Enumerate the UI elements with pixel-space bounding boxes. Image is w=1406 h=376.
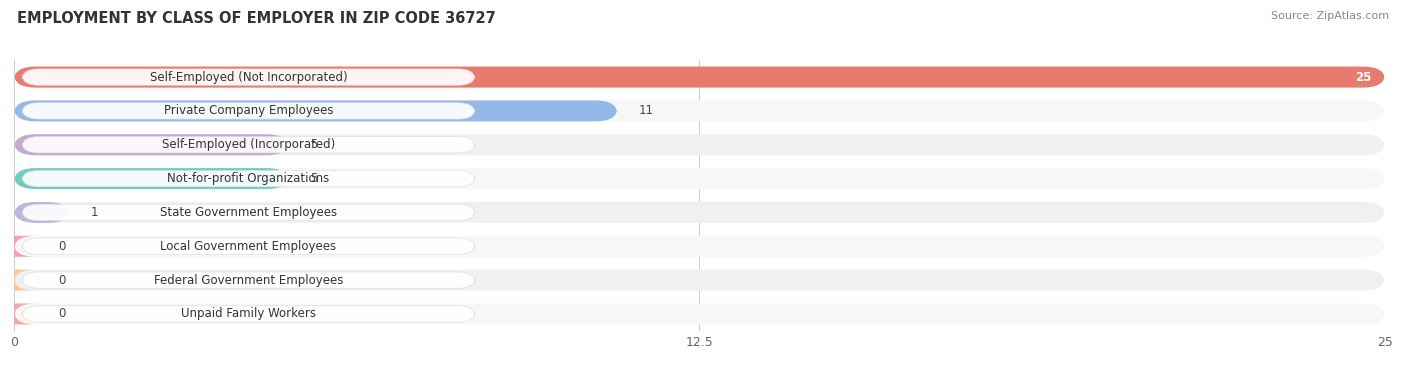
Text: 0: 0	[58, 240, 65, 253]
FancyBboxPatch shape	[22, 136, 475, 153]
FancyBboxPatch shape	[14, 168, 288, 189]
FancyBboxPatch shape	[22, 272, 475, 288]
FancyBboxPatch shape	[14, 100, 1385, 121]
Text: Self-Employed (Not Incorporated): Self-Employed (Not Incorporated)	[149, 71, 347, 83]
FancyBboxPatch shape	[14, 67, 1385, 88]
Text: 1: 1	[91, 206, 98, 219]
FancyBboxPatch shape	[14, 303, 1385, 324]
Text: Self-Employed (Incorporated): Self-Employed (Incorporated)	[162, 138, 335, 151]
FancyBboxPatch shape	[22, 103, 475, 119]
FancyBboxPatch shape	[22, 204, 475, 221]
FancyBboxPatch shape	[0, 270, 37, 291]
FancyBboxPatch shape	[0, 236, 37, 257]
FancyBboxPatch shape	[22, 238, 475, 255]
FancyBboxPatch shape	[14, 168, 1385, 189]
Text: Private Company Employees: Private Company Employees	[163, 105, 333, 117]
Text: 11: 11	[640, 105, 654, 117]
FancyBboxPatch shape	[22, 69, 475, 85]
Text: Unpaid Family Workers: Unpaid Family Workers	[181, 308, 316, 320]
Text: 5: 5	[311, 172, 318, 185]
FancyBboxPatch shape	[14, 134, 288, 155]
FancyBboxPatch shape	[22, 170, 475, 187]
Text: Local Government Employees: Local Government Employees	[160, 240, 336, 253]
FancyBboxPatch shape	[14, 100, 617, 121]
Text: 0: 0	[58, 308, 65, 320]
FancyBboxPatch shape	[22, 306, 475, 322]
FancyBboxPatch shape	[14, 134, 1385, 155]
Text: Federal Government Employees: Federal Government Employees	[153, 274, 343, 287]
Text: 5: 5	[311, 138, 318, 151]
FancyBboxPatch shape	[14, 202, 69, 223]
Text: Not-for-profit Organizations: Not-for-profit Organizations	[167, 172, 329, 185]
FancyBboxPatch shape	[14, 270, 1385, 291]
FancyBboxPatch shape	[14, 67, 1385, 88]
Text: 25: 25	[1355, 71, 1371, 83]
Text: Source: ZipAtlas.com: Source: ZipAtlas.com	[1271, 11, 1389, 21]
Text: State Government Employees: State Government Employees	[160, 206, 337, 219]
FancyBboxPatch shape	[14, 236, 1385, 257]
FancyBboxPatch shape	[14, 202, 1385, 223]
Text: EMPLOYMENT BY CLASS OF EMPLOYER IN ZIP CODE 36727: EMPLOYMENT BY CLASS OF EMPLOYER IN ZIP C…	[17, 11, 496, 26]
FancyBboxPatch shape	[0, 303, 37, 324]
Text: 0: 0	[58, 274, 65, 287]
